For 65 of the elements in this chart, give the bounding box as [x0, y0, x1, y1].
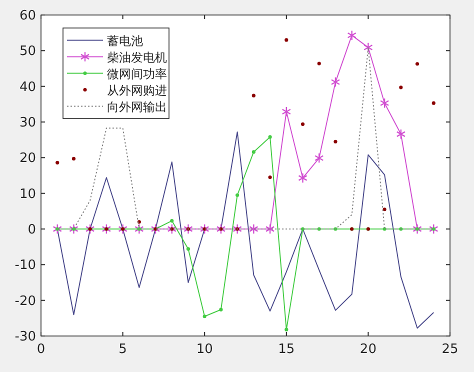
point: [415, 62, 420, 66]
point: [202, 314, 206, 318]
point: [134, 224, 144, 234]
point: [252, 94, 256, 98]
legend-label: 微网间功率: [107, 66, 167, 81]
point: [186, 247, 190, 251]
legend-label: 从外网购进: [107, 83, 167, 98]
legend-label: 蓄电池: [107, 34, 143, 48]
point: [167, 224, 176, 234]
point: [396, 128, 406, 140]
y-tick-label: -30: [14, 330, 36, 344]
point: [284, 38, 288, 42]
point: [216, 224, 226, 234]
point: [249, 224, 258, 234]
point: [85, 224, 95, 234]
point: [56, 160, 60, 164]
point: [432, 101, 436, 105]
y-tick-label: 60: [19, 8, 36, 24]
point: [412, 224, 422, 234]
y-tick-label: -20: [14, 294, 36, 309]
point: [118, 224, 128, 234]
point: [268, 135, 272, 139]
point: [200, 224, 210, 234]
point: [298, 172, 308, 184]
point: [69, 224, 78, 234]
point: [284, 328, 288, 332]
point: [314, 152, 324, 164]
y-tick-label: 30: [19, 116, 36, 130]
point: [102, 224, 112, 234]
point: [265, 224, 275, 234]
point: [382, 208, 386, 212]
point: [282, 106, 292, 117]
point: [236, 193, 240, 197]
y-tick-label: 40: [19, 80, 36, 95]
point: [170, 218, 174, 223]
legend-label: 向外网输出: [107, 100, 167, 114]
x-tick-label: 0: [36, 342, 46, 357]
point: [150, 224, 160, 234]
y-tick-label: 50: [19, 44, 36, 60]
point: [330, 76, 340, 88]
x-tick-label: 15: [278, 342, 295, 357]
point: [184, 224, 193, 234]
x-tick-label: 5: [118, 342, 127, 357]
point: [334, 140, 338, 144]
point: [364, 42, 373, 53]
point: [380, 98, 390, 108]
point: [232, 224, 242, 234]
x-tick-label: 25: [442, 342, 458, 357]
y-tick-label: 20: [19, 151, 36, 166]
point: [347, 30, 356, 41]
point: [52, 224, 62, 234]
point: [252, 150, 256, 154]
x-tick-label: 10: [196, 342, 213, 357]
y-tick-label: -10: [14, 258, 36, 274]
point: [300, 122, 305, 126]
point: [317, 62, 321, 66]
point: [219, 308, 223, 312]
y-tick-label: 0: [28, 222, 36, 238]
legend-label: 柴油发电机: [107, 50, 167, 64]
point: [268, 175, 272, 180]
y-tick-label: 10: [19, 186, 36, 202]
point: [399, 86, 403, 90]
x-tick-label: 20: [360, 342, 376, 357]
point: [429, 224, 438, 234]
point: [72, 156, 76, 161]
